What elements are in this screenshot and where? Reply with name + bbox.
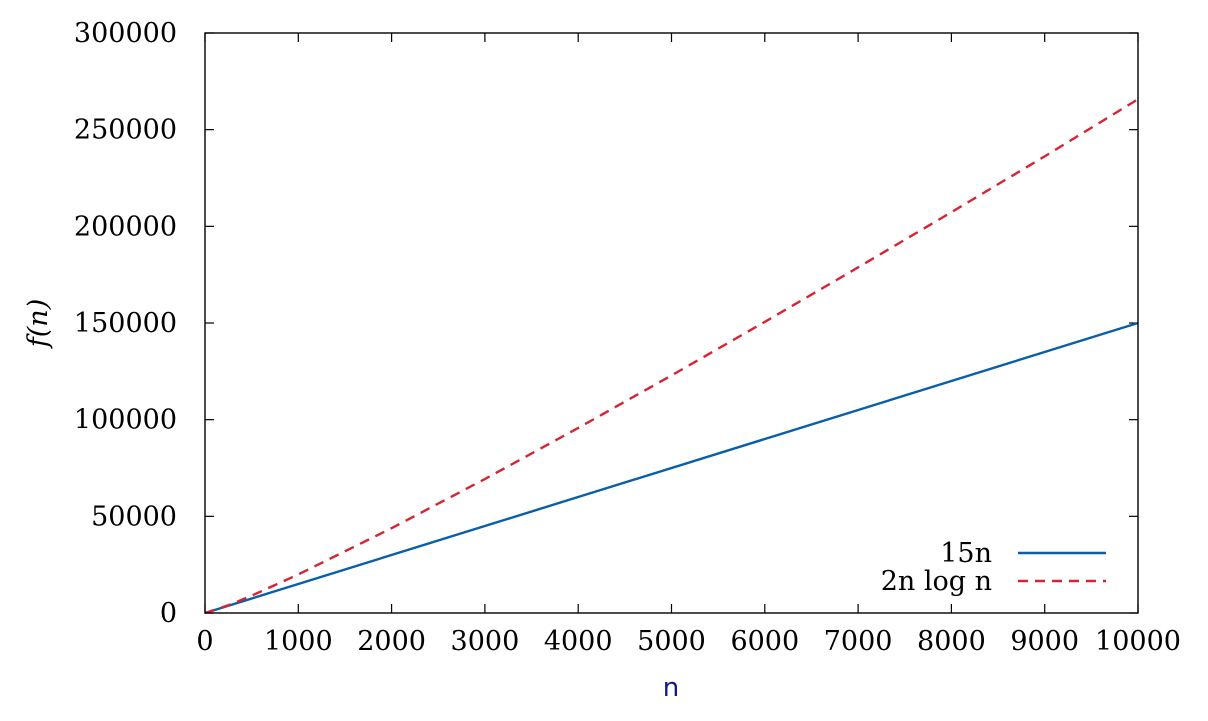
plot-frame bbox=[204, 32, 1139, 614]
y-tick-label: 300000 bbox=[74, 18, 177, 49]
x-tick-label: 3000 bbox=[451, 626, 520, 657]
y-tick-label: 250000 bbox=[74, 115, 177, 146]
x-tick-label: 0 bbox=[196, 626, 213, 657]
x-tick-label: 8000 bbox=[917, 626, 986, 657]
y-tick-label: 50000 bbox=[91, 501, 177, 532]
x-tick-label: 7000 bbox=[824, 626, 893, 657]
axes-layer: 0 1000 2000 3000 4000 5000 6000 7000 8000 9000 100… bbox=[74, 18, 1181, 657]
legend-label: 2n log n bbox=[881, 566, 992, 597]
y-tick-label: 150000 bbox=[74, 308, 177, 339]
y-axis-title: f(n) bbox=[23, 299, 54, 349]
x-tick-label: 4000 bbox=[544, 626, 613, 657]
y-axis-title-text: f(n) bbox=[23, 299, 54, 349]
y-tick-label: 200000 bbox=[74, 211, 177, 242]
y-tick-label: 100000 bbox=[74, 405, 177, 436]
x-tick-label: 10000 bbox=[1095, 626, 1181, 657]
series-line-nlogn bbox=[204, 98, 1139, 615]
x-tick-label: 9000 bbox=[1010, 626, 1079, 657]
series-line-linear bbox=[204, 321, 1139, 615]
x-axis-title: n bbox=[663, 673, 679, 703]
series-layer bbox=[204, 98, 1139, 615]
x-tick-label: 5000 bbox=[637, 626, 706, 657]
legend-label: 15n bbox=[940, 538, 992, 569]
y-tick-label: 0 bbox=[160, 598, 177, 629]
x-tick-label: 1000 bbox=[264, 626, 333, 657]
x-tick-label: 2000 bbox=[357, 626, 426, 657]
x-tick-label: 6000 bbox=[730, 626, 799, 657]
